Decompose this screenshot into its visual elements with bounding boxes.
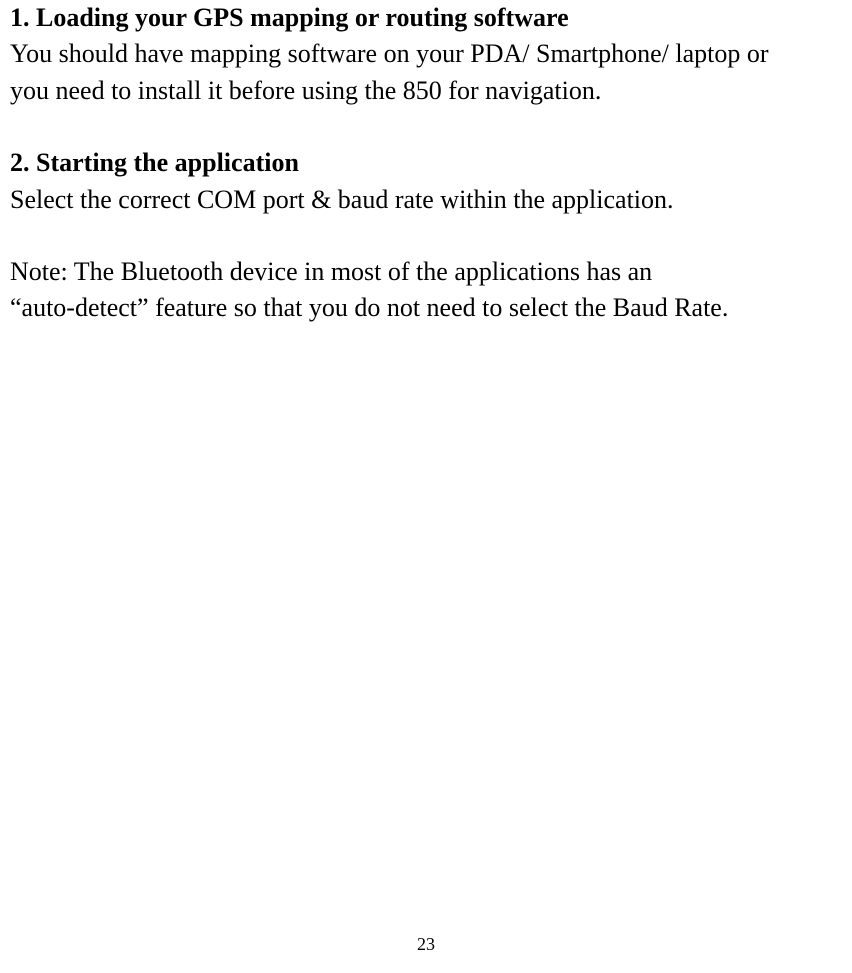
note: Note: The Bluetooth device in most of th… <box>10 254 842 327</box>
section-1-body-line-1: You should have mapping software on your… <box>10 36 842 72</box>
document-content: 1. Loading your GPS mapping or routing s… <box>10 0 842 327</box>
section-2-heading: 2. Starting the application <box>10 145 842 181</box>
section-1: 1. Loading your GPS mapping or routing s… <box>10 0 842 109</box>
section-2: 2. Starting the application Select the c… <box>10 145 842 218</box>
note-line-2: “auto-detect” feature so that you do not… <box>10 290 842 326</box>
page-number: 23 <box>0 934 852 955</box>
spacer <box>10 218 842 254</box>
spacer <box>10 109 842 145</box>
note-line-1: Note: The Bluetooth device in most of th… <box>10 254 842 290</box>
section-1-body-line-2: you need to install it before using the … <box>10 73 842 109</box>
section-1-heading: 1. Loading your GPS mapping or routing s… <box>10 0 842 36</box>
document-page: 1. Loading your GPS mapping or routing s… <box>0 0 852 973</box>
section-2-body-line-1: Select the correct COM port & baud rate … <box>10 182 842 218</box>
